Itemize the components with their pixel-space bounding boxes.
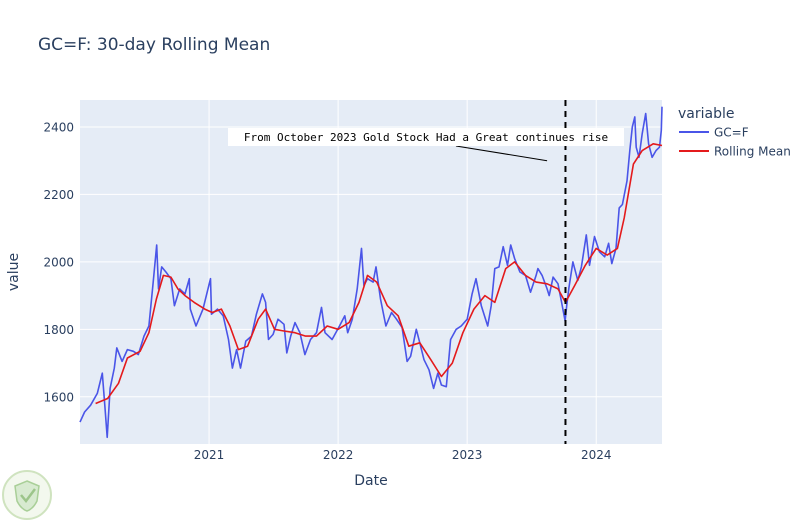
grid — [80, 100, 662, 444]
y-tick-labels: 1600 1800 2000 2200 2400 — [43, 120, 74, 404]
x-tick-label: 2023 — [452, 448, 483, 462]
series-lines — [79, 106, 663, 439]
legend-item[interactable]: Rolling Mean — [714, 145, 791, 159]
y-tick-label: 2200 — [43, 188, 74, 202]
y-axis-label: value — [6, 253, 22, 291]
annotation-text: From October 2023 Gold Stock Had a Great… — [244, 131, 608, 144]
series-line — [95, 143, 663, 405]
x-tick-label: 2022 — [323, 448, 354, 462]
annotation: From October 2023 Gold Stock Had a Great… — [228, 100, 624, 444]
legend[interactable]: variable GC=F Rolling Mean — [678, 106, 791, 159]
plot-background — [80, 100, 662, 444]
y-tick-label: 1800 — [43, 323, 74, 337]
x-tick-label: 2024 — [581, 448, 612, 462]
x-tick-label: 2021 — [194, 448, 225, 462]
shield-logo-icon — [2, 470, 52, 520]
annotation-arrow — [455, 145, 548, 162]
y-tick-label: 2000 — [43, 255, 74, 269]
y-tick-label: 2400 — [43, 120, 74, 134]
x-axis-label: Date — [354, 473, 387, 489]
legend-title: variable — [678, 106, 734, 122]
x-tick-labels: 2021 2022 2023 2024 — [194, 448, 612, 462]
chart-title: GC=F: 30-day Rolling Mean — [38, 35, 270, 55]
y-tick-label: 1600 — [43, 390, 74, 404]
series-line — [79, 106, 663, 439]
legend-item[interactable]: GC=F — [714, 126, 749, 140]
annotation-box — [228, 128, 624, 146]
